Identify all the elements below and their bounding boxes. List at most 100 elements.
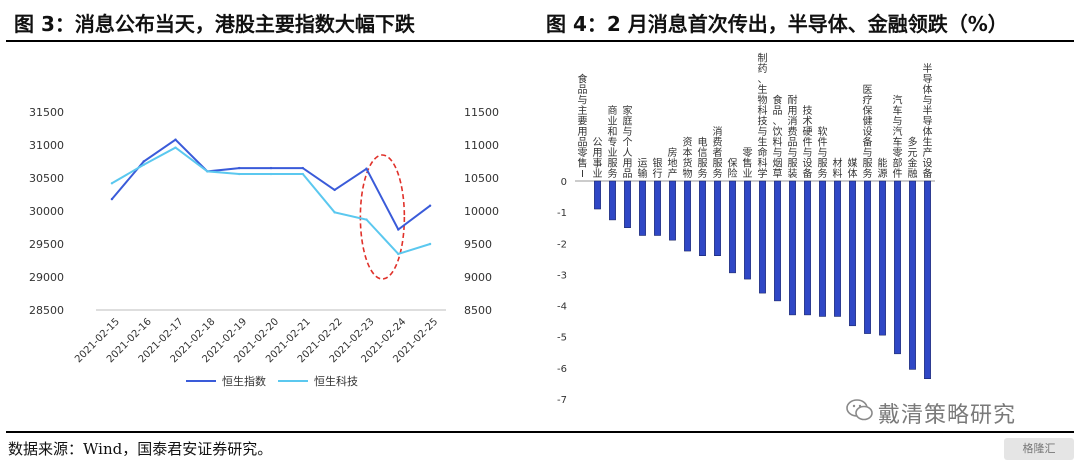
category-label-char: 务	[608, 167, 618, 180]
data-point	[301, 166, 305, 170]
y-left-tick-label: 31500	[29, 106, 64, 119]
category-label-char: 能	[878, 157, 888, 170]
category-label-char: 用	[623, 159, 633, 170]
category-label-char: 费	[713, 136, 723, 149]
y-left-tick-label: 29000	[29, 271, 64, 284]
category-label-char: 与	[758, 126, 768, 138]
category-label-char: 技	[758, 115, 768, 128]
category-label-char: 家	[623, 104, 633, 117]
y-tick-label: -5	[557, 333, 567, 344]
category-label-char: 与	[578, 95, 588, 107]
y-tick-label: -3	[557, 270, 567, 281]
data-point	[110, 197, 114, 201]
y-right-tick-label: 11500	[464, 106, 499, 119]
y-left-tick-label: 29500	[29, 238, 64, 251]
category-label-char: 设	[923, 158, 933, 170]
category-label-char: 技	[803, 104, 813, 117]
y-left-tick-label: 28500	[29, 304, 64, 317]
category-label-char: 与	[893, 116, 903, 128]
category-label-char: 疗	[863, 94, 873, 107]
category-label-char: 与	[803, 147, 813, 159]
category-label-char: 要	[578, 116, 588, 128]
category-label-char: 消	[788, 115, 798, 128]
category-label-char: 庭	[623, 115, 633, 128]
data-point	[174, 146, 177, 149]
category-label-char: 用	[593, 148, 603, 159]
corner-logo: 格隆汇	[1004, 438, 1074, 460]
watermark-text: 戴清策略研究	[878, 403, 1017, 428]
series-line-hsi	[111, 138, 431, 232]
data-point	[269, 172, 273, 176]
data-point	[206, 170, 209, 173]
legend-label: 恒生科技	[314, 374, 358, 388]
category-label-char: 业	[593, 168, 603, 180]
category-label-char: 品	[788, 137, 798, 149]
category-label-char: 、	[758, 75, 768, 86]
bar	[594, 180, 601, 210]
category-label-char: 设	[863, 126, 873, 138]
category-label-char: 费	[788, 125, 798, 138]
category-label-char: 务	[713, 167, 723, 180]
category-label: 能源	[878, 157, 888, 181]
data-point	[269, 166, 273, 170]
category-label-char: 导	[923, 74, 933, 86]
category-label-char: 货	[683, 157, 693, 170]
source-note: 数据来源：Wind，国泰君安证券研究。	[8, 440, 273, 458]
right-chart-title: 图 4：2 月消息首次传出，半导体、金融领跌（%）	[546, 12, 1008, 36]
data-point	[428, 242, 432, 246]
category-label-char: 备	[803, 167, 813, 180]
category-label-char: 专	[608, 136, 618, 149]
y-tick-label: -4	[557, 302, 567, 313]
category-label-char: 行	[653, 167, 663, 180]
data-point	[174, 138, 177, 141]
category-label-char: 保	[863, 104, 873, 117]
category-label-char: 料	[833, 167, 843, 180]
bottom-rule	[6, 431, 1074, 433]
category-label-char: 和	[608, 126, 618, 138]
category-label-char: 银	[653, 157, 663, 170]
y-tick-label: 0	[561, 177, 567, 188]
left-chart: 31500 31000 30500 30000 29500 29000 28500 11500…	[29, 106, 499, 388]
bar	[759, 180, 766, 294]
category-label-char: 媒	[848, 158, 858, 170]
bar	[924, 180, 931, 380]
y-right-tick-label: 9000	[464, 271, 492, 284]
data-point	[301, 172, 305, 176]
category-label-char: 事	[593, 157, 603, 170]
category-label-char: 物	[683, 167, 693, 180]
category-label-char: 设	[803, 158, 813, 170]
category-label-char: 命	[758, 146, 768, 159]
data-point	[142, 163, 145, 166]
category-label-char: 汽	[893, 94, 903, 107]
data-point	[333, 188, 336, 192]
category-label-char: 务	[698, 167, 708, 180]
y-right-tick-label: 10000	[464, 205, 499, 218]
bar	[624, 180, 631, 228]
category-label-char: 半	[923, 104, 933, 117]
data-point	[237, 172, 241, 176]
category-label-char: 件	[803, 137, 813, 149]
category-label-char: 医	[863, 84, 873, 96]
category-label-char: 服	[698, 158, 708, 170]
category-label: 保险	[728, 157, 738, 181]
category-label-char: 件	[893, 168, 903, 180]
category-label-char: 药	[758, 63, 768, 75]
category-label-char: 备	[923, 167, 933, 180]
bar	[639, 180, 646, 236]
category-label-char: 者	[713, 147, 723, 159]
category-label-char: 源	[878, 167, 888, 180]
category-label-char: 件	[818, 137, 828, 149]
category-label-char: 本	[683, 146, 693, 159]
category-label-char: 零	[578, 147, 588, 159]
category-label: 材料	[833, 157, 843, 181]
y-right-tick-label: 9500	[464, 238, 492, 251]
